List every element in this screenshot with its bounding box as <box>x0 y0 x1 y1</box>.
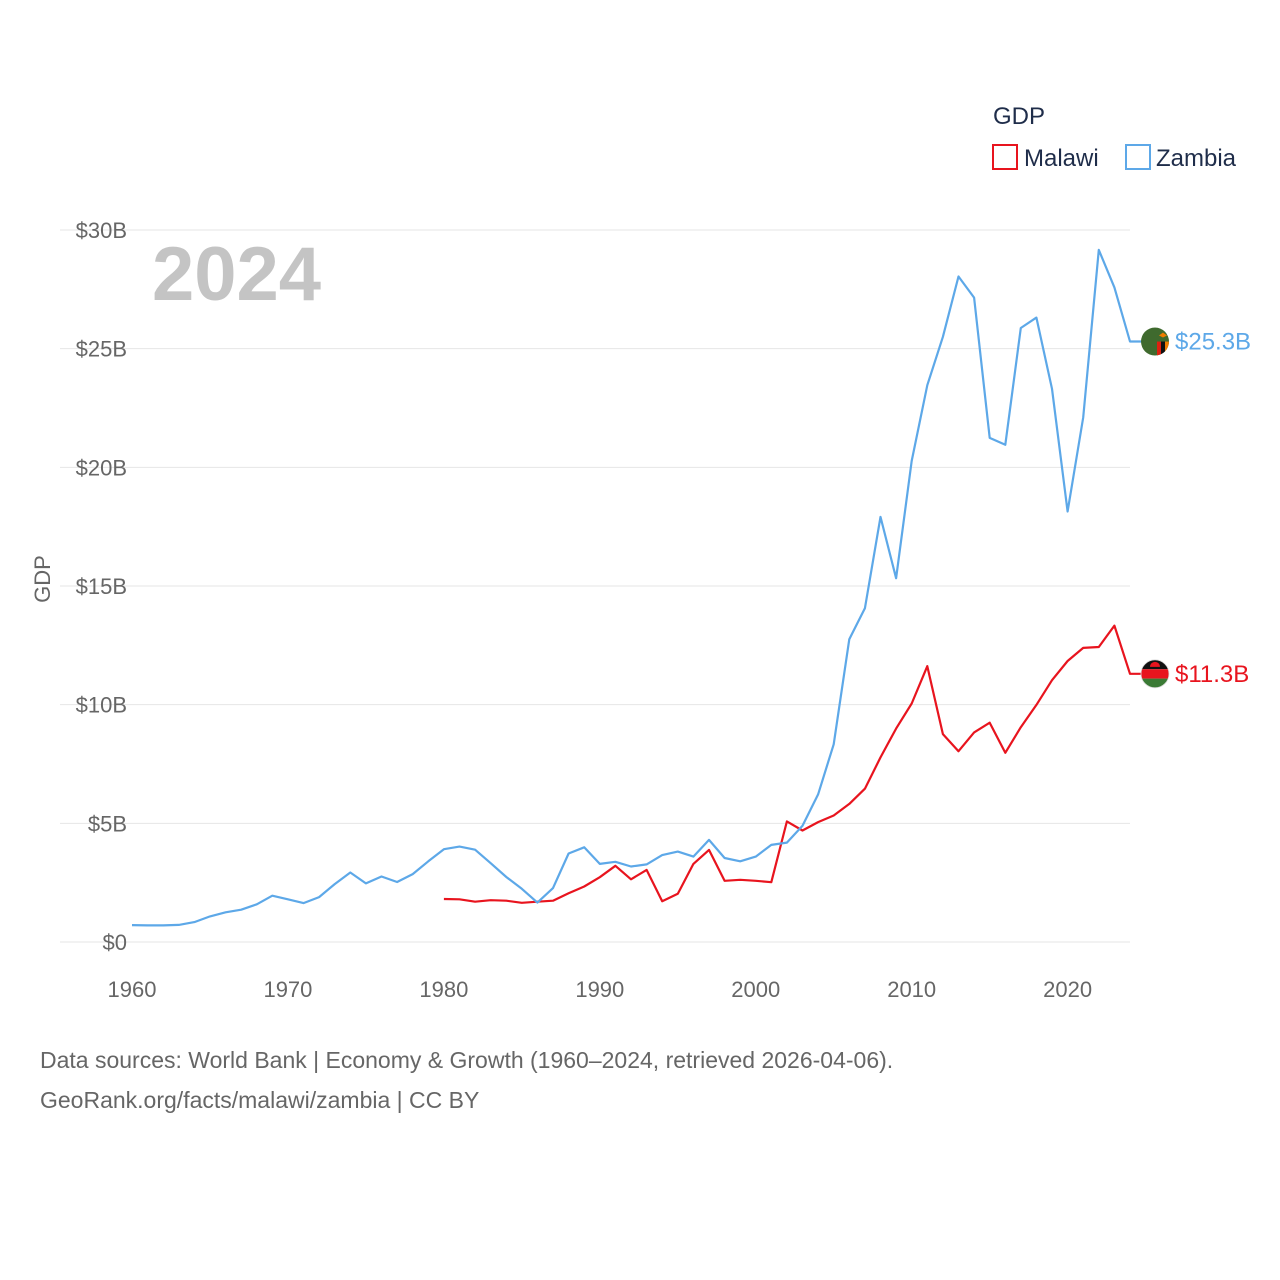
legend-title: GDP <box>993 103 1045 130</box>
series-lines <box>131 248 1155 927</box>
source-note: Data sources: World Bank | Economy & Gro… <box>40 1040 893 1120</box>
year-watermark: 2024 <box>152 232 321 317</box>
x-tick-label: 1980 <box>419 977 468 1002</box>
legend-swatch-zambia[interactable] <box>1125 144 1151 170</box>
x-tick-label: 1970 <box>263 977 312 1002</box>
x-tick-label: 1990 <box>575 977 624 1002</box>
zambia-flag-icon <box>1141 327 1169 356</box>
y-tick-label: $5B <box>88 811 127 836</box>
y-tick-label: $25B <box>76 337 127 362</box>
x-tick-label: 1960 <box>108 977 157 1002</box>
y-tick-label: $0 <box>103 930 127 955</box>
malawi-flag-icon <box>1140 659 1170 689</box>
zambia-end-value-label: $25.3B <box>1175 329 1251 356</box>
legend: GDP Malawi Zambia <box>992 103 1237 172</box>
malawi-end-value-label: $11.3B <box>1175 661 1249 688</box>
legend-label-malawi[interactable]: Malawi <box>1024 145 1099 172</box>
series-line-zambia[interactable] <box>131 248 1155 927</box>
x-tick-label: 2010 <box>887 977 936 1002</box>
source-line: Data sources: World Bank | Economy & Gro… <box>40 1047 894 1073</box>
x-tick-label: 2000 <box>731 977 780 1002</box>
x-tick-label: 2020 <box>1043 977 1092 1002</box>
gridlines <box>60 229 1130 943</box>
series-line-malawi[interactable] <box>443 624 1155 904</box>
legend-label-zambia[interactable]: Zambia <box>1156 145 1237 172</box>
x-axis-ticks: 1960 1970 1980 1990 2000 2010 2020 <box>108 977 1093 1002</box>
y-tick-label: $30B <box>76 218 127 243</box>
y-axis-label: GDP <box>30 555 55 603</box>
y-axis-ticks: $0 $5B $10B $15B $20B $25B $30B <box>76 218 127 955</box>
y-tick-label: $15B <box>76 574 127 599</box>
source-url[interactable]: GeoRank.org/facts/malawi/zambia | CC BY <box>40 1087 480 1113</box>
y-tick-label: $20B <box>76 455 127 480</box>
legend-swatch-malawi[interactable] <box>992 144 1018 170</box>
y-tick-label: $10B <box>76 693 127 718</box>
